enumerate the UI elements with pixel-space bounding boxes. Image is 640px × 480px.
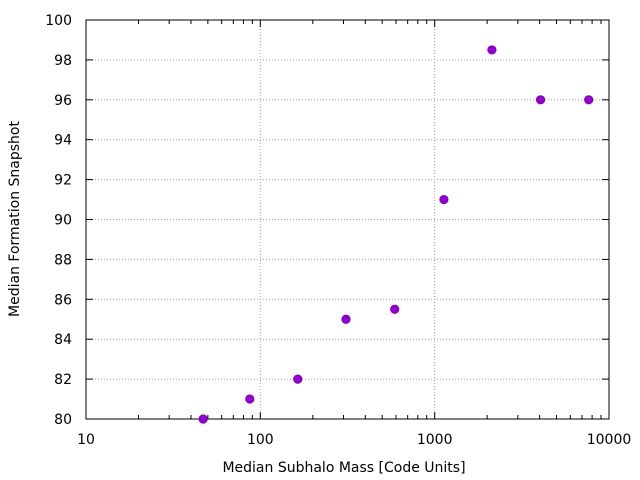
x-tick-label: 100 (247, 432, 274, 448)
y-tick-label: 80 (54, 412, 72, 428)
y-axis-label: Median Formation Snapshot (7, 121, 23, 317)
y-tick-label: 84 (54, 332, 72, 348)
y-tick-label: 86 (54, 292, 72, 308)
y-tick-label: 90 (54, 213, 72, 229)
y-tick-label: 82 (54, 372, 72, 388)
y-tick-label: 94 (54, 133, 72, 149)
y-tick-label: 98 (54, 53, 72, 69)
data-point (293, 374, 303, 384)
x-tick-label: 10000 (587, 432, 632, 448)
data-points (198, 45, 594, 424)
y-tick-label: 96 (54, 93, 72, 109)
x-axis-label: Median Subhalo Mass [Code Units] (222, 460, 465, 476)
data-point (198, 414, 208, 424)
y-tick-label: 88 (54, 252, 72, 268)
data-point (390, 304, 400, 314)
data-point (341, 314, 351, 324)
data-point (487, 45, 497, 55)
data-point (535, 95, 546, 105)
axis-ticks: 80 82 84 86 88 90 92 94 96 98 100 10 100 1000 10000 (45, 13, 631, 448)
y-tick-label: 92 (54, 173, 72, 189)
x-tick-label: 1000 (417, 432, 453, 448)
y-tick-label: 100 (45, 13, 72, 29)
x-tick-label: 10 (77, 432, 95, 448)
data-point (439, 194, 449, 205)
data-point (245, 394, 255, 404)
data-point (584, 95, 594, 105)
grid-lines (86, 20, 609, 419)
